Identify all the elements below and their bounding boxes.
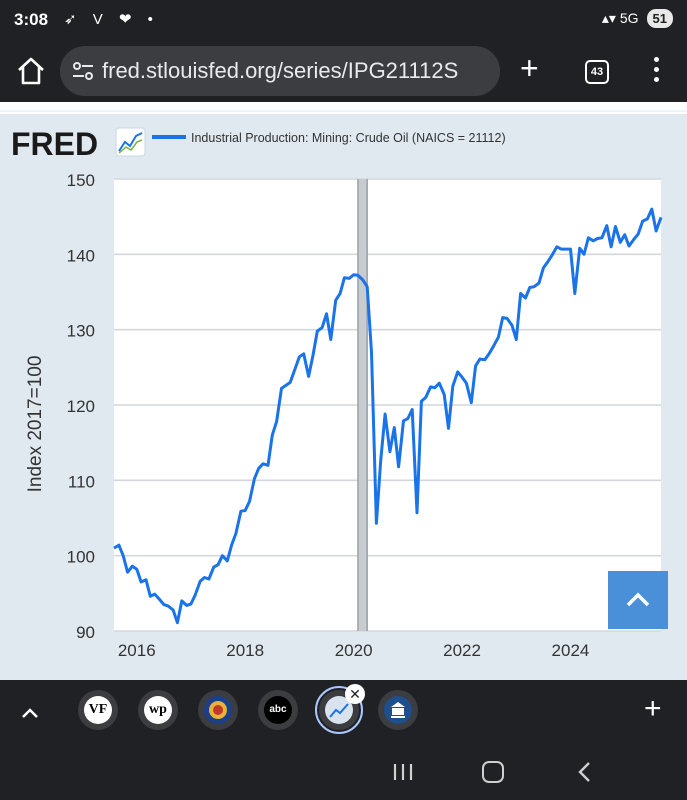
tab-favicon — [204, 696, 232, 724]
back-icon[interactable] — [574, 760, 598, 784]
series-line[interactable] — [113, 207, 663, 625]
y-tick-label: 110 — [68, 472, 95, 491]
y-axis-label: Index 2017=100 — [25, 356, 46, 493]
web-page: FRED Industrial Production: Mining: Crud… — [0, 102, 687, 680]
active-tab-ring — [315, 686, 363, 734]
page-top-strip — [0, 102, 687, 112]
tab-favicon: wp — [144, 696, 172, 724]
seal-icon — [209, 701, 227, 719]
tab-seal-site[interactable] — [198, 690, 238, 730]
tab-bank-site[interactable] — [378, 690, 418, 730]
recent-apps-icon[interactable] — [392, 762, 414, 782]
fred-logo-text: FRED — [11, 126, 98, 162]
browser-toolbar: fred.stlouisfed.org/series/IPG21112S + 4… — [0, 40, 687, 102]
fred-favicon-icon — [329, 703, 349, 718]
status-time: 3:08 — [14, 10, 49, 29]
system-nav-bar — [0, 752, 687, 800]
line-chart: FRED Industrial Production: Mining: Crud… — [11, 126, 663, 660]
notification-icons: ➶ V ❤ • — [64, 11, 159, 28]
site-settings-icon[interactable] — [72, 61, 94, 81]
x-tick-label: 2016 — [118, 641, 156, 660]
tab-favicon: abc — [264, 696, 292, 724]
status-bar: 3:08 ➶ V ❤ • ▴▾ 5G 51 — [0, 0, 687, 40]
tab-favicon — [384, 696, 412, 724]
legend-label: Industrial Production: Mining: Crude Oil… — [191, 131, 506, 145]
x-tick-label: 2018 — [226, 641, 264, 660]
scroll-to-top-button[interactable] — [608, 571, 668, 629]
x-tick-labels: 2016 2018 2020 2022 2024 — [118, 641, 590, 660]
recession-edges — [357, 179, 368, 631]
home-icon[interactable] — [14, 54, 48, 88]
bottom-bar: VF wp abc ✕ + — [0, 680, 687, 800]
y-tick-label: 130 — [67, 322, 95, 341]
tab-washington-post[interactable]: wp — [138, 690, 178, 730]
y-tick-label: 100 — [67, 548, 95, 567]
home-button-icon[interactable] — [482, 761, 504, 783]
new-tab-plus-button[interactable]: + — [644, 692, 662, 725]
tab-vanity-fair[interactable]: VF — [78, 690, 118, 730]
url-text[interactable]: fred.stlouisfed.org/series/IPG21112S — [102, 58, 459, 83]
y-tick-label: 140 — [67, 246, 95, 265]
wifi-icon: ▴▾ 5G — [601, 10, 639, 26]
tab-abc[interactable]: abc — [258, 690, 298, 730]
y-tick-label: 120 — [67, 397, 95, 416]
x-tick-label: 2020 — [335, 641, 373, 660]
x-tick-label: 2022 — [443, 641, 481, 660]
y-tick-label: 150 — [67, 171, 95, 190]
tab-favicon: VF — [84, 696, 112, 724]
chevron-up-icon — [626, 592, 650, 607]
bank-icon — [391, 702, 405, 718]
address-bar[interactable]: fred.stlouisfed.org/series/IPG21112S — [60, 46, 500, 96]
recession-band — [357, 179, 368, 631]
battery-indicator: 51 — [646, 9, 673, 28]
fred-graph: FRED Industrial Production: Mining: Crud… — [0, 114, 687, 680]
y-tick-label: 90 — [76, 623, 95, 642]
expand-tabs-icon[interactable] — [18, 702, 42, 726]
overflow-menu-icon[interactable] — [652, 57, 660, 87]
x-tick-label: 2024 — [552, 641, 590, 660]
y-tick-labels: 90 100 110 120 130 140 150 — [67, 171, 95, 642]
close-tab-icon[interactable]: ✕ — [345, 684, 365, 704]
new-tab-button[interactable]: + — [520, 50, 539, 86]
fred-chart-logo-icon — [115, 127, 146, 157]
tab-switcher-button[interactable]: 43 — [585, 60, 609, 84]
